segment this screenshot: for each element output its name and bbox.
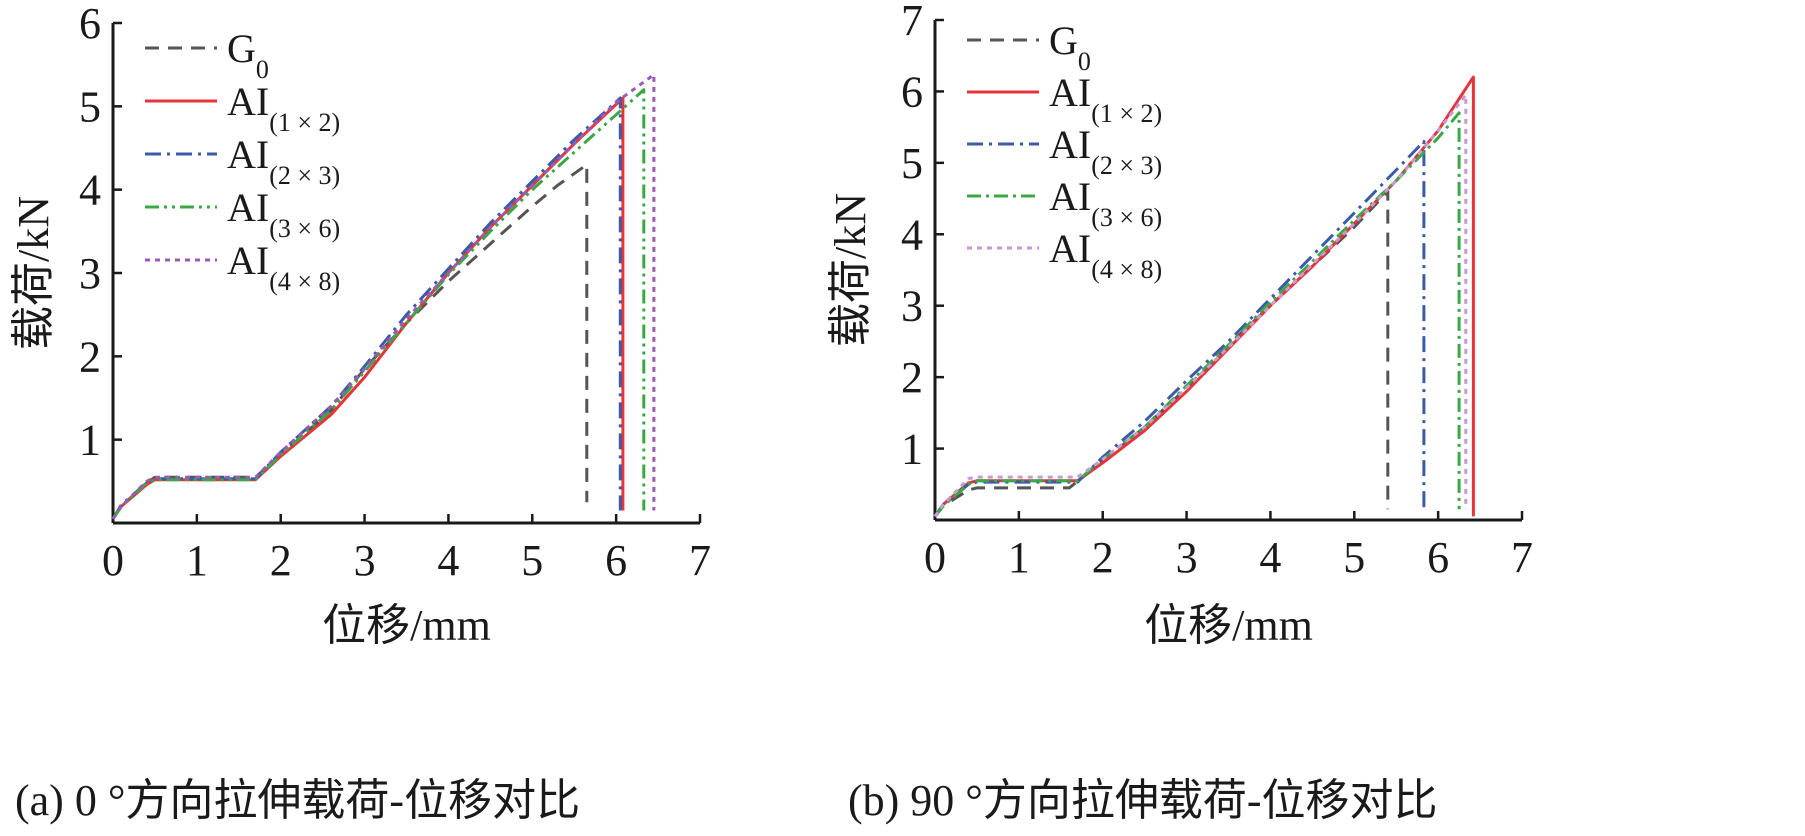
legend-entry: AI(1 × 2) bbox=[1049, 70, 1162, 128]
y-tick-label: 7 bbox=[901, 0, 923, 45]
y-tick-label: 1 bbox=[901, 425, 923, 474]
x-tick-label: 7 bbox=[1511, 533, 1533, 582]
series-line bbox=[933, 189, 1390, 518]
legend-subscript: (1 × 2) bbox=[269, 108, 340, 137]
legend-subscript: (1 × 2) bbox=[1091, 99, 1162, 128]
legend-label: AI bbox=[1049, 226, 1091, 271]
y-axis-title: 载荷/kN bbox=[9, 196, 58, 350]
y-tick-label: 2 bbox=[79, 332, 101, 381]
y-axis-title: 载荷/kN bbox=[826, 193, 875, 347]
legend-label: AI bbox=[227, 79, 269, 124]
legend-entry: AI(4 × 8) bbox=[1049, 226, 1162, 284]
x-tick-label: 1 bbox=[1008, 533, 1030, 582]
x-tick-label: 1 bbox=[186, 536, 208, 585]
y-tick-label: 4 bbox=[901, 210, 923, 259]
legend-entry: AI(1 × 2) bbox=[227, 79, 340, 137]
y-tick-label: 5 bbox=[79, 82, 101, 131]
legend-subscript: (3 × 6) bbox=[1091, 203, 1162, 232]
x-axis-title: 位移/mm bbox=[322, 601, 491, 650]
legend-subscript: (2 × 3) bbox=[1091, 151, 1162, 180]
legend-label: AI bbox=[227, 238, 269, 283]
x-tick-label: 7 bbox=[689, 536, 711, 585]
legend-entry: AI(2 × 3) bbox=[227, 132, 340, 190]
y-tick-label: 5 bbox=[901, 139, 923, 188]
chart-caption: (b) 90 °方向拉伸载荷-位移对比 bbox=[848, 776, 1438, 825]
chart-b: 0 1 2 3 4 5 6 7 1 2 3 4 5 6 7 位移/mm 载荷/kN (b) 90 °方向拉伸载荷-… bbox=[826, 0, 1533, 825]
y-tick-label: 3 bbox=[79, 249, 101, 298]
legend-label: AI bbox=[1049, 70, 1091, 115]
chart-caption: (a) 0 °方向拉伸载荷-位移对比 bbox=[15, 776, 580, 825]
y-tick-label: 2 bbox=[901, 353, 923, 402]
x-tick-label: 3 bbox=[354, 536, 376, 585]
series-line bbox=[111, 96, 625, 520]
x-tick-label: 0 bbox=[924, 533, 946, 582]
legend-entry: AI(3 × 6) bbox=[1049, 174, 1162, 232]
x-tick-label: 6 bbox=[605, 536, 627, 585]
legend-subscript: 0 bbox=[256, 55, 269, 84]
series-line bbox=[933, 111, 1461, 518]
y-tick-label: 6 bbox=[901, 67, 923, 116]
x-tick-label: 4 bbox=[437, 536, 459, 585]
x-tick-label: 3 bbox=[1176, 533, 1198, 582]
series-line bbox=[111, 73, 656, 520]
series-line bbox=[111, 163, 589, 520]
y-tick-label: 4 bbox=[79, 166, 101, 215]
x-tick-label: 4 bbox=[1259, 533, 1281, 582]
chart-a: 0 1 2 3 4 5 6 7 1 2 3 4 5 6 位移/mm 载荷/kN (a) 0 °方向拉伸载荷-位移… bbox=[9, 0, 711, 825]
legend-subscript: (2 × 3) bbox=[269, 161, 340, 190]
legend-label: G bbox=[227, 26, 256, 71]
legend-subscript: 0 bbox=[1078, 47, 1091, 76]
x-tick-label: 6 bbox=[1427, 533, 1449, 582]
legend-entry: G0 bbox=[1049, 18, 1091, 76]
series-line bbox=[933, 139, 1426, 518]
x-tick-label: 2 bbox=[270, 536, 292, 585]
y-tick-label: 1 bbox=[79, 416, 101, 465]
series-line bbox=[933, 93, 1468, 518]
legend-label: AI bbox=[1049, 122, 1091, 167]
legend-label: G bbox=[1049, 18, 1078, 63]
x-tick-label: 0 bbox=[102, 536, 124, 585]
legend-subscript: (4 × 8) bbox=[1091, 255, 1162, 284]
x-tick-label: 5 bbox=[1343, 533, 1365, 582]
legend-entry: AI(4 × 8) bbox=[227, 238, 340, 296]
x-tick-label: 2 bbox=[1092, 533, 1114, 582]
y-tick-label: 3 bbox=[901, 282, 923, 331]
legend-entry: AI(2 × 3) bbox=[1049, 122, 1162, 180]
legend-subscript: (4 × 8) bbox=[269, 267, 340, 296]
series-line bbox=[111, 96, 622, 520]
y-tick-label: 6 bbox=[79, 0, 101, 48]
x-axis-title: 位移/mm bbox=[1144, 601, 1313, 650]
legend-entry: G0 bbox=[227, 26, 269, 84]
legend-entry: AI(3 × 6) bbox=[227, 185, 340, 243]
series-line bbox=[933, 75, 1475, 518]
legend-label: AI bbox=[227, 132, 269, 177]
legend-label: AI bbox=[227, 185, 269, 230]
x-tick-label: 5 bbox=[521, 536, 543, 585]
legend-subscript: (3 × 6) bbox=[269, 214, 340, 243]
legend-label: AI bbox=[1049, 174, 1091, 219]
series-line bbox=[111, 88, 646, 520]
